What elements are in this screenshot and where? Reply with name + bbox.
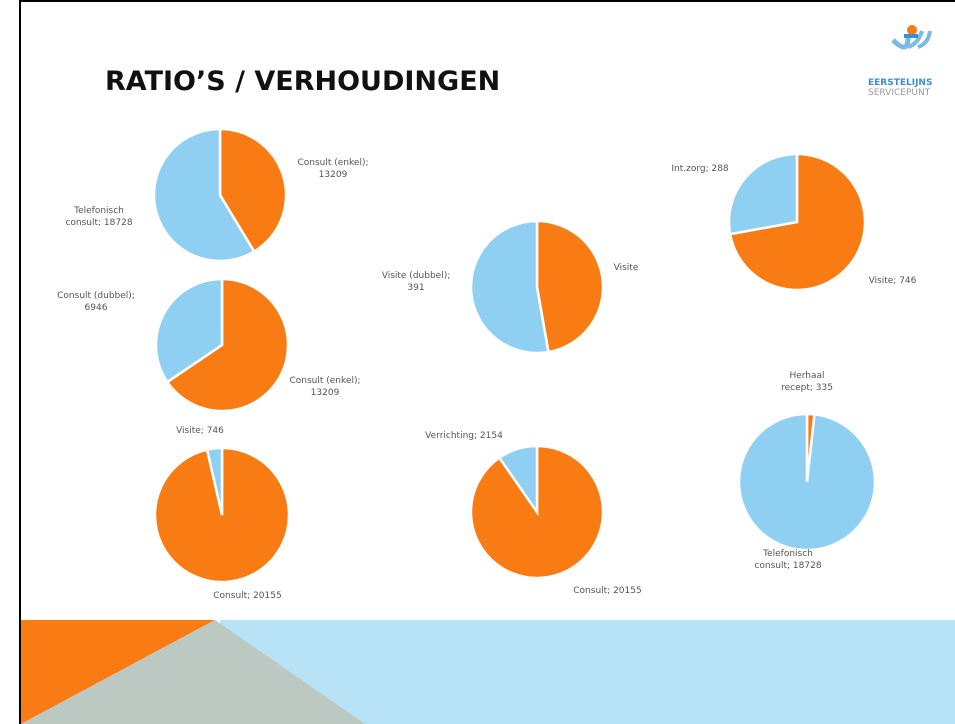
slice-label: Consult (enkel); 13209 (297, 158, 369, 180)
slice-label: Telefonisch consult; 18728 (65, 206, 133, 228)
pie-slice (165, 277, 290, 413)
pie-slice (205, 446, 224, 516)
logo-icon (891, 25, 932, 50)
slice-label: Int.zorg; 288 (671, 164, 729, 174)
pie-slice (737, 412, 877, 552)
pie-slice (154, 277, 224, 384)
slide-title: RATIO’S / VERHOUDINGEN (105, 66, 501, 97)
pie-slice (152, 127, 256, 263)
slice-label: Visite (dubbel); 391 (381, 271, 451, 293)
pie-slice (497, 444, 539, 516)
pie-slice (469, 219, 550, 355)
footer-band (220, 620, 955, 724)
slice-label: Consult (enkel); 13209 (289, 376, 361, 398)
slice-label: Visite; 746 (868, 276, 917, 286)
pie-slice (727, 152, 799, 236)
slice-label: Verrichting; 2154 (425, 431, 503, 441)
slice-label: Consult; 20155 (213, 591, 282, 601)
logo-text: EERSTELIJNS SERVICEPUNT (868, 78, 932, 98)
slice-label: Consult (dubbel); 6946 (57, 291, 135, 313)
slice-label: Consult; 20155 (573, 586, 642, 596)
slice-label: Visite (613, 263, 639, 273)
logo-line: EERSTELIJNS (868, 78, 933, 88)
slice-label: Visite; 746 (176, 426, 224, 436)
slice-label: Telefonisch consult; 18728 (754, 549, 822, 571)
slice-label: Herhaal recept; 335 (781, 371, 833, 393)
pie-slice (535, 219, 605, 354)
logo-line: SERVICEPUNT (868, 88, 931, 98)
footer-gray (21, 620, 365, 724)
